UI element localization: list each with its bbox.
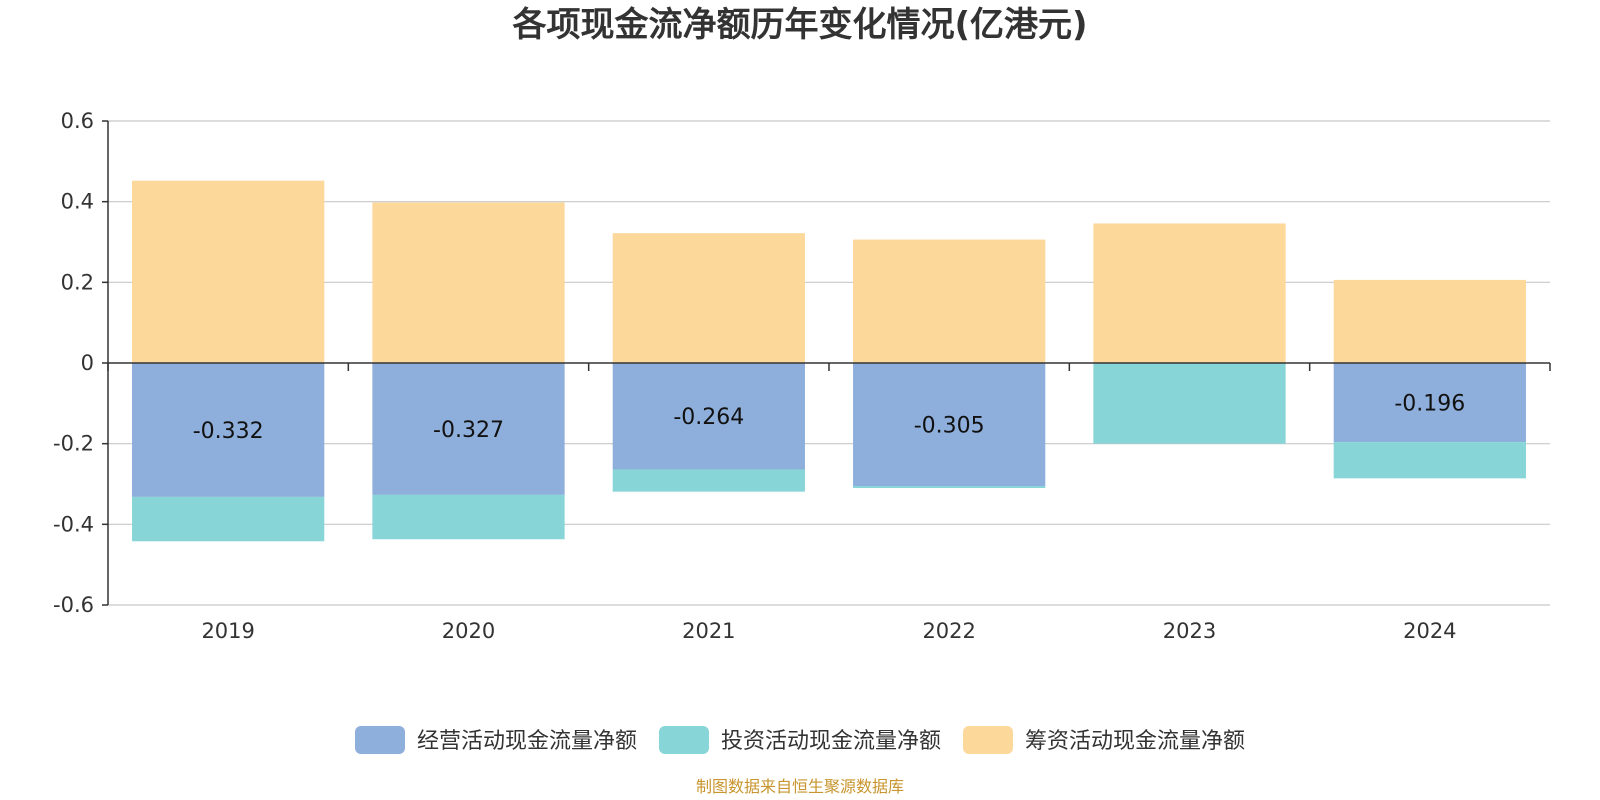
y-tick-label: 0.4 <box>61 190 94 214</box>
legend-swatch <box>963 726 1013 754</box>
axes: 0.6 0.4 0.2 0 -0.2 -0.4 -0.6 2019 2020 2021 2022 20… <box>53 109 1551 643</box>
y-tick-label: 0 <box>81 351 94 375</box>
bar-investing-2021 <box>612 469 805 492</box>
bar-financing-2020 <box>372 202 565 363</box>
x-tick-label: 2023 <box>1163 619 1216 643</box>
legend-swatch <box>355 726 405 754</box>
x-tick-label: 2021 <box>682 619 735 643</box>
bar-investing-2024 <box>1333 442 1526 479</box>
bar-operating-2024 <box>1333 363 1526 443</box>
legend: 经营活动现金流量净额 投资活动现金流量净额 筹资活动现金流量净额 <box>355 726 1245 754</box>
bars <box>132 180 1526 542</box>
bar-operating-2019 <box>132 363 325 497</box>
data-label-2019: -0.332 <box>193 419 264 444</box>
y-tick-label: -0.6 <box>53 593 94 617</box>
legend-item-investing: 投资活动现金流量净额 <box>659 726 941 754</box>
bar-investing-2020 <box>372 494 565 540</box>
x-tick-label: 2020 <box>442 619 495 643</box>
source-note: 制图数据来自恒生聚源数据库 <box>696 777 904 796</box>
legend-label: 经营活动现金流量净额 <box>417 729 637 754</box>
data-label-2021: -0.264 <box>673 405 744 430</box>
legend-item-operating: 经营活动现金流量净额 <box>355 726 637 754</box>
data-label-2022: -0.305 <box>914 414 985 439</box>
data-label-2020: -0.327 <box>433 418 504 443</box>
legend-label: 投资活动现金流量净额 <box>721 729 941 754</box>
x-tick-label: 2024 <box>1403 619 1456 643</box>
grid-lines <box>108 120 1550 606</box>
bar-operating-2020 <box>372 363 565 495</box>
legend-item-financing: 筹资活动现金流量净额 <box>963 726 1245 754</box>
x-tick-label: 2022 <box>922 619 975 643</box>
bar-financing-2024 <box>1333 279 1526 363</box>
bar-operating-2021 <box>612 363 805 470</box>
data-labels: -0.332 -0.327 -0.264 -0.305 -0.196 <box>193 392 1466 444</box>
legend-label: 筹资活动现金流量净额 <box>1025 729 1245 754</box>
x-tick-label: 2019 <box>201 619 254 643</box>
y-tick-label: 0.6 <box>61 109 94 133</box>
y-tick-label: -0.2 <box>53 432 94 456</box>
bar-investing-2023 <box>1093 363 1286 444</box>
bar-financing-2021 <box>612 233 805 363</box>
chart-title: 各项现金流净额历年变化情况(亿港元) <box>512 5 1087 45</box>
y-tick-label: -0.4 <box>53 512 94 536</box>
bar-investing-2022 <box>853 486 1046 489</box>
bar-financing-2023 <box>1093 223 1286 363</box>
y-tick-label: 0.2 <box>61 270 94 294</box>
bar-financing-2022 <box>853 239 1046 363</box>
bar-operating-2022 <box>853 363 1046 487</box>
data-label-2024: -0.196 <box>1394 392 1465 417</box>
bar-investing-2019 <box>132 496 325 542</box>
legend-swatch <box>659 726 709 754</box>
bar-financing-2019 <box>132 180 325 363</box>
